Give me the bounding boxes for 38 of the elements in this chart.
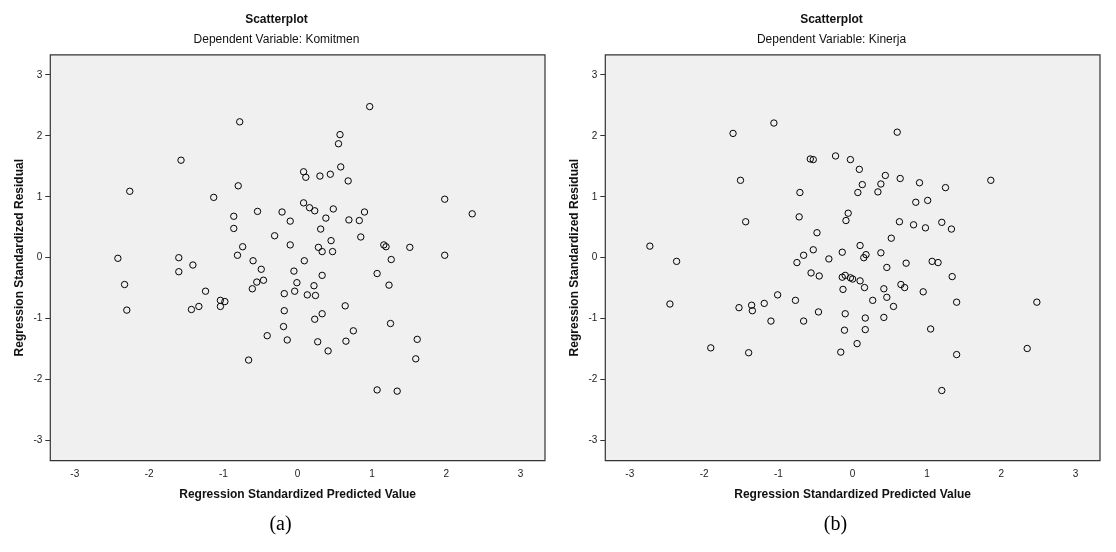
- y-tick-label: -3: [588, 434, 598, 446]
- x-tick-label: -2: [144, 468, 154, 480]
- x-tick-label: 3: [1072, 468, 1079, 480]
- x-tick-label: -3: [70, 468, 80, 480]
- text: (a): [269, 512, 292, 535]
- y-tick-label: 0: [591, 251, 598, 263]
- chart-title: Scatterplot: [245, 11, 308, 26]
- text: (b): [823, 512, 848, 535]
- x-axis-title: Regression Standardized Predicted Value: [179, 487, 417, 502]
- x-tick-label: 3: [517, 468, 524, 480]
- x-tick-label: 2: [443, 468, 450, 480]
- y-tick-label: 3: [591, 68, 598, 80]
- x-tick-label: 0: [849, 468, 856, 480]
- x-tick-label: -3: [625, 468, 635, 480]
- x-tick-label: 2: [998, 468, 1005, 480]
- y-tick-label: -1: [33, 312, 43, 324]
- chart-title: Scatterplot: [800, 11, 863, 26]
- y-tick-label: 0: [36, 251, 43, 263]
- x-axis-title: Regression Standardized Predicted Value: [734, 487, 972, 502]
- x-tick-label: 0: [294, 468, 301, 480]
- y-tick-label: -3: [33, 434, 43, 446]
- y-tick-label: -1: [588, 312, 598, 324]
- y-tick-label: 1: [36, 190, 43, 202]
- x-tick-label: -1: [218, 468, 229, 480]
- y-tick-label: 1: [591, 190, 598, 202]
- x-tick-label: 1: [924, 468, 931, 480]
- chart-subtitle: Dependent Variable: Kinerja: [756, 31, 907, 46]
- x-tick-label: -2: [699, 468, 709, 480]
- y-tick-label: -2: [33, 373, 43, 385]
- y-tick-label: 2: [591, 129, 598, 141]
- y-tick-label: -2: [588, 373, 598, 385]
- y-tick-label: 2: [36, 129, 43, 141]
- chart-subtitle: Dependent Variable: Komitmen: [193, 31, 360, 46]
- y-axis-title: Regression Standardized Residual: [11, 159, 26, 357]
- x-tick-label: -1: [773, 468, 784, 480]
- y-axis-title: Regression Standardized Residual: [566, 159, 581, 357]
- x-tick-label: 1: [369, 468, 376, 480]
- y-tick-label: 3: [36, 68, 43, 80]
